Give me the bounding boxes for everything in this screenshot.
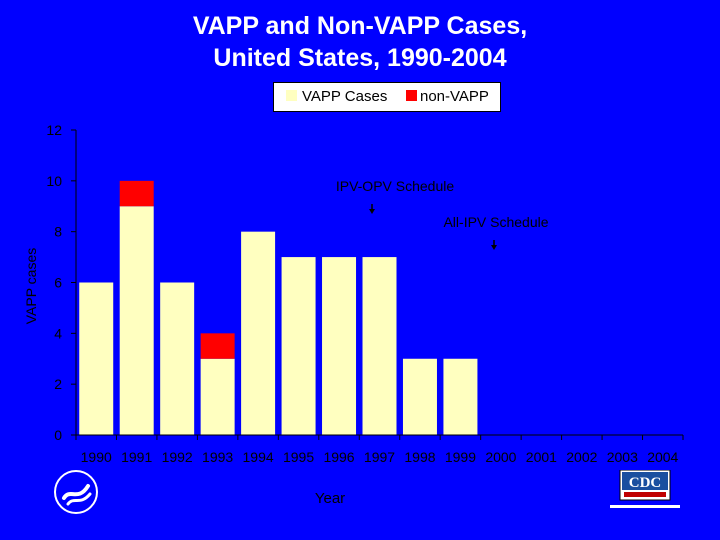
y-tick-label-10: 10 (46, 173, 62, 189)
chart-title-line2: United States, 1990-2004 (213, 44, 507, 72)
y-axis-label: VAPP cases (23, 247, 39, 325)
chart-title-line1: VAPP and Non-VAPP Cases, (192, 12, 528, 40)
x-axis-label: Year (314, 490, 346, 507)
x-tick-label-1990: 1990 (81, 449, 112, 465)
bar-vapp-1996 (322, 257, 357, 435)
x-tick-label-1995: 1995 (283, 449, 314, 465)
bar-non-vapp-1993 (200, 333, 235, 359)
y-tick-label-8: 8 (54, 224, 62, 240)
y-tick-label-4: 4 (54, 325, 62, 341)
x-tick-label-2004: 2004 (647, 449, 678, 465)
x-tick-label-1991: 1991 (121, 449, 152, 465)
hhs-logo-icon (54, 470, 98, 514)
bar-non-vapp-1991 (119, 180, 154, 207)
x-tick-label-2001: 2001 (526, 449, 557, 465)
legend-swatch-non-vapp (406, 90, 417, 101)
x-tick-label-1994: 1994 (243, 449, 274, 465)
bar-vapp-1994 (241, 231, 276, 435)
annotation-all-ipv: All-IPV Schedule (443, 214, 549, 230)
bar-vapp-1990 (79, 282, 114, 435)
arrow-ipv-opv-head (369, 209, 375, 214)
cdc-logo-text: CDC (629, 475, 662, 491)
x-tick-label-2002: 2002 (566, 449, 597, 465)
bar-vapp-1999 (443, 358, 478, 435)
y-tick-label-12: 12 (46, 122, 62, 138)
legend-label-vapp: VAPP Cases (302, 88, 388, 105)
y-tick-label-0: 0 (54, 427, 62, 443)
legend-swatch-vapp (286, 90, 297, 101)
x-tick-label-2003: 2003 (607, 449, 638, 465)
x-tick-label-2000: 2000 (485, 449, 516, 465)
x-tick-label-1996: 1996 (323, 449, 354, 465)
x-tick-label-1999: 1999 (445, 449, 476, 465)
annotation-ipv-opv: IPV-OPV Schedule (335, 178, 455, 194)
bar-vapp-1993 (200, 358, 235, 435)
x-tick-label-1993: 1993 (202, 449, 233, 465)
bar-vapp-1997 (362, 257, 397, 435)
cdc-logo-icon: CDC (610, 470, 680, 508)
bar-vapp-1991 (119, 206, 154, 435)
x-tick-label-1998: 1998 (404, 449, 435, 465)
bar-vapp-1992 (160, 282, 195, 435)
bar-vapp-1995 (281, 257, 316, 435)
y-tick-label-2: 2 (54, 376, 62, 392)
bar-vapp-1998 (402, 358, 437, 435)
legend-label-non-vapp: non-VAPP (420, 88, 489, 105)
y-tick-label-6: 6 (54, 275, 62, 291)
arrow-all-ipv-head (491, 245, 497, 250)
x-tick-label-1997: 1997 (364, 449, 395, 465)
x-tick-label-1992: 1992 (162, 449, 193, 465)
legend: VAPP Cases non-VAPP (273, 82, 501, 112)
